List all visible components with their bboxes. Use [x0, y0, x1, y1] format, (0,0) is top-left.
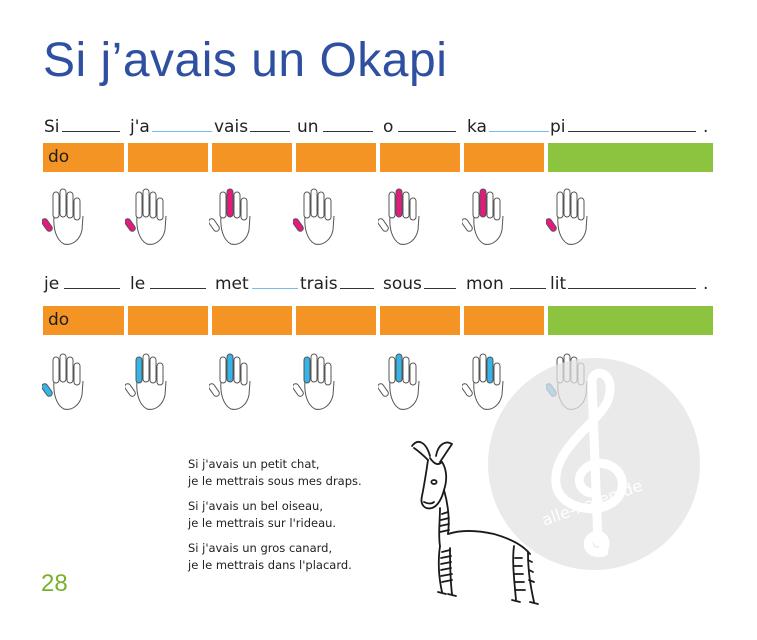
end-punctuation: . — [703, 274, 709, 294]
syllable: sous — [383, 274, 422, 294]
syllable: trais — [300, 274, 338, 294]
note-bar — [464, 143, 544, 172]
syllable: met — [215, 274, 249, 294]
poem-line: Si j'avais un petit chat, — [188, 457, 320, 471]
note-bar — [212, 306, 292, 335]
poem-line: Si j'avais un bel oiseau, — [188, 499, 323, 513]
note-label: do — [48, 310, 70, 330]
note-bar — [296, 143, 376, 172]
hand-icon — [125, 351, 169, 413]
note-bar — [128, 143, 208, 172]
syllable: lit — [550, 274, 567, 294]
rest-bar — [548, 143, 713, 172]
hand-icon — [293, 186, 337, 248]
note-bar — [464, 306, 544, 335]
hand-icon — [42, 351, 86, 413]
syllable: ka — [467, 117, 487, 137]
rest-bar — [548, 306, 713, 335]
hand-icon — [378, 351, 422, 413]
poem-line: je le mettrais sous mes draps. — [188, 474, 362, 488]
okapi-drawing — [404, 434, 544, 606]
hand-icon — [462, 351, 506, 413]
poem-stanza: Si j'avais un gros canard, je le mettrai… — [188, 540, 362, 574]
syllable: je — [44, 274, 60, 294]
hand-icon — [462, 186, 506, 248]
hand-icon — [125, 186, 169, 248]
hand-icon — [209, 351, 253, 413]
hand-icon — [42, 186, 86, 248]
hand-icon — [293, 351, 337, 413]
syllable: mon — [466, 274, 504, 294]
syllable: o — [383, 117, 394, 137]
note-bar — [380, 143, 460, 172]
hand-icon — [378, 186, 422, 248]
end-punctuation: . — [703, 117, 709, 137]
syllable: le — [130, 274, 146, 294]
syllable: j'a — [130, 117, 150, 137]
poem-line: je le mettrais dans l'placard. — [188, 558, 352, 572]
note-bar — [128, 306, 208, 335]
page-title: Si j’avais un Okapi — [43, 34, 448, 87]
note-bar: do — [43, 143, 124, 172]
note-bar — [380, 306, 460, 335]
hand-icon — [546, 186, 590, 248]
page-number: 28 — [41, 570, 68, 597]
poem-line: Si j'avais un gros canard, — [188, 541, 333, 555]
poem-stanza: Si j'avais un petit chat, je le mettrais… — [188, 456, 362, 490]
poem: Si j'avais un petit chat, je le mettrais… — [188, 456, 362, 582]
syllable: vais — [214, 117, 249, 137]
watermark: alle-noten.de — [486, 356, 702, 572]
note-bar — [212, 143, 292, 172]
poem-line: je le mettrais sur l'rideau. — [188, 516, 337, 530]
syllable: pi — [550, 117, 566, 137]
poem-stanza: Si j'avais un bel oiseau, je le mettrais… — [188, 498, 362, 532]
syllable: Si — [44, 117, 60, 137]
note-bar — [296, 306, 376, 335]
hand-icon — [209, 186, 253, 248]
note-bar: do — [43, 306, 124, 335]
treble-clef-icon — [551, 368, 627, 558]
note-label: do — [48, 147, 70, 167]
syllable: un — [297, 117, 319, 137]
